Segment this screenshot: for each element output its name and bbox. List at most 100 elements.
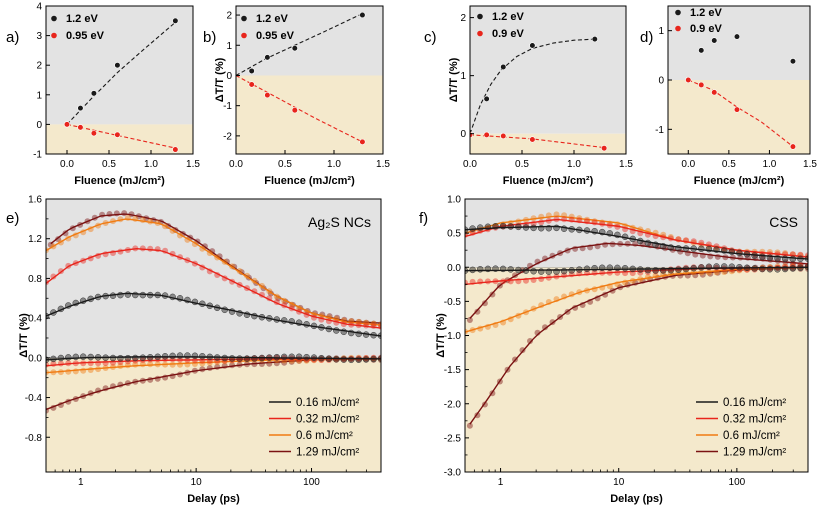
data-marker-0 <box>530 224 537 232</box>
y-tick-label: 1 <box>460 71 466 82</box>
data-marker-0 <box>79 353 87 360</box>
legend-label-1: 0.9 eV <box>690 23 722 35</box>
y-axis-label: ΔT/T (%) <box>18 313 30 358</box>
data-marker-0 <box>583 265 591 273</box>
data-marker-0 <box>251 355 258 362</box>
x-tick-label: 10 <box>613 477 625 488</box>
data-marker-0 <box>236 355 243 362</box>
y-tick-label: -2.5 <box>444 433 462 444</box>
x-axis-label: Fluence (mJ/cm²) <box>264 175 355 187</box>
fit-curve-2 <box>465 266 808 333</box>
data-marker-2 <box>139 217 146 224</box>
x-tick-label: 0.5 <box>278 159 292 170</box>
upper-shade <box>465 199 808 268</box>
data-layer <box>470 35 608 152</box>
data-marker-0 <box>591 264 598 272</box>
sample-annotation: Ag₂S NCs <box>308 214 371 230</box>
plot-frame <box>45 198 382 473</box>
data-marker-2 <box>65 368 72 375</box>
data-point-1 <box>685 76 692 84</box>
y-tick-label: -0.5 <box>444 297 462 308</box>
panel-a-chart: -1 0 1 2 3 4 0.0 0.5 1.0 1.5 Fluence (mJ/cm²) a) 1.2… <box>6 2 200 188</box>
data-marker-0 <box>228 355 236 362</box>
y-tick-label: 1 <box>658 26 664 37</box>
legend-marker-0 <box>675 9 681 16</box>
x-tick-label: 10 <box>191 477 203 488</box>
data-point-0 <box>359 11 366 19</box>
data-marker-1 <box>117 359 124 366</box>
data-marker-3 <box>714 253 721 260</box>
x-tick-label: 100 <box>303 477 320 488</box>
x-tick-label: 0.0 <box>681 159 695 170</box>
legend-label-1: 0.32 mJ/cm² <box>723 414 786 426</box>
data-point-0 <box>172 17 179 24</box>
panel-tag: e) <box>6 210 19 227</box>
data-marker-0 <box>789 255 797 263</box>
legend-label-0: 0.16 mJ/cm² <box>296 397 359 409</box>
panel-tag: f) <box>419 210 428 227</box>
data-marker-1 <box>87 360 94 367</box>
data-marker-3 <box>481 300 488 307</box>
legend-marker-0 <box>51 15 57 22</box>
data-marker-0 <box>139 291 147 299</box>
data-marker-3 <box>466 422 473 429</box>
data-point-0 <box>114 62 121 69</box>
legend-label-0: 1.2 eV <box>66 13 98 25</box>
fit-line-1 <box>66 123 176 149</box>
panel-d-chart: -1 0 1 0.0 0.5 1.0 1.5 Fluence (mJ/cm²) d) 1.2 eV… <box>640 5 817 187</box>
y-tick-label: 2 <box>36 61 42 72</box>
x-tick-label: 0.5 <box>102 159 116 170</box>
data-point-0 <box>483 95 490 102</box>
data-marker-0 <box>507 266 514 273</box>
data-marker-0 <box>169 352 176 360</box>
y-tick-label: -2 <box>223 131 232 142</box>
y-tick-label: 0 <box>226 71 232 82</box>
data-marker-3 <box>55 236 62 243</box>
data-point-0 <box>77 105 84 112</box>
upper-shade <box>236 6 383 76</box>
fit-line-1 <box>470 134 605 149</box>
y-tick-label: -1 <box>223 101 232 112</box>
data-point-1 <box>90 130 97 137</box>
data-marker-0 <box>728 263 736 270</box>
data-marker-0 <box>789 265 797 272</box>
upper-shade <box>46 199 381 358</box>
data-marker-0 <box>57 354 65 362</box>
data-marker-0 <box>65 354 72 361</box>
data-marker-0 <box>295 353 303 361</box>
x-tick-label: 1.5 <box>619 159 633 170</box>
legend-label-0: 1.2 eV <box>492 11 524 23</box>
data-marker-3 <box>624 240 631 247</box>
y-tick-label: -3.0 <box>444 468 462 479</box>
x-axis-label: Delay (ps) <box>187 493 240 505</box>
panel-f-chart: -3.0 -2.5 -2.0 -1.5 -1.0 -0.5 0.0 0.5 1.0 1 10 100 D… <box>419 195 809 505</box>
lower-shade <box>46 124 193 154</box>
data-point-0 <box>248 67 255 75</box>
data-point-0 <box>711 37 718 44</box>
y-tick-label: 1.0 <box>447 195 461 206</box>
data-marker-1 <box>561 216 568 223</box>
legend-marker-1 <box>675 25 681 32</box>
fit-line-0 <box>470 38 595 134</box>
data-marker-1 <box>102 360 109 367</box>
data-marker-3 <box>121 210 128 217</box>
panel-b-chart: -2 -1 0 1 2 0.0 0.5 1.0 1.5 Fluence (mJ/cm²) ΔT/T … <box>203 5 390 187</box>
data-marker-0 <box>698 264 705 271</box>
x-tick-label: 1.5 <box>803 159 817 170</box>
fit-curve-0 <box>465 225 808 260</box>
panel-tag: a) <box>6 29 19 46</box>
panel-tag: b) <box>203 29 216 46</box>
data-point-1 <box>698 81 705 89</box>
data-marker-0 <box>176 352 184 359</box>
data-marker-0 <box>280 353 288 361</box>
data-marker-3 <box>106 211 113 217</box>
x-axis-label: Fluence (mJ/cm²) <box>503 175 594 187</box>
data-marker-0 <box>644 266 652 274</box>
y-tick-label: 0.0 <box>447 263 461 274</box>
data-point-1 <box>264 92 271 99</box>
data-layer <box>236 11 366 146</box>
lower-shade <box>470 133 626 154</box>
data-layer <box>63 17 179 153</box>
data-point-0 <box>698 47 705 54</box>
fit-line-1 <box>688 79 794 148</box>
